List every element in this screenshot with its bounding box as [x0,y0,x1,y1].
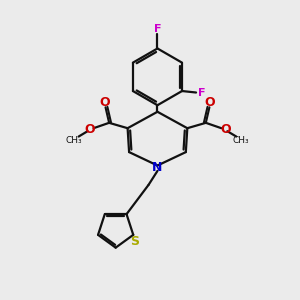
Text: CH₃: CH₃ [66,136,83,145]
Text: CH₃: CH₃ [232,136,249,145]
Text: F: F [198,88,206,98]
Text: N: N [152,161,163,174]
Text: O: O [84,124,95,136]
Text: S: S [130,235,139,248]
Text: F: F [154,24,161,34]
Text: O: O [220,124,231,136]
Text: O: O [205,96,215,109]
Text: O: O [100,96,110,109]
